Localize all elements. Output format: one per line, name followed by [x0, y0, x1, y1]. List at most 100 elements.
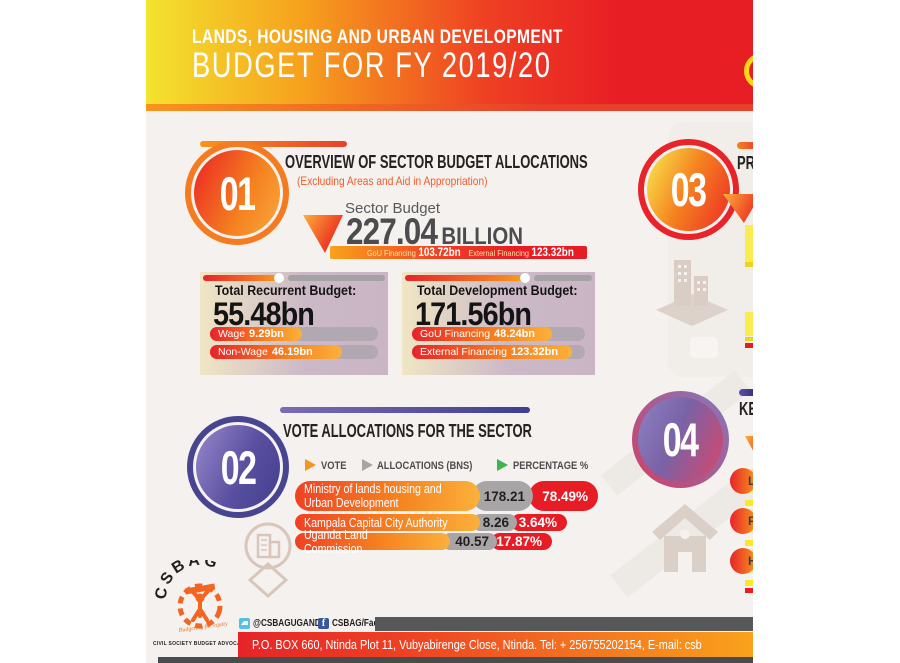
- section2-title: VOTE ALLOCATIONS FOR THE SECTOR: [283, 421, 532, 441]
- dev-external-label: External Financing: [420, 346, 507, 358]
- header-accent-strip: [146, 104, 753, 111]
- dev-gou-fill: GoU Financing 48.24bn: [412, 327, 552, 341]
- poster-title: LANDS, HOUSING AND URBAN DEVELOPMENT: [192, 27, 563, 48]
- section4-badge: 04: [632, 391, 729, 488]
- box-progress-red: [405, 275, 527, 281]
- vote-row-name: Ministry of lands housing and Urban Deve…: [295, 481, 480, 511]
- poster-subtitle: BUDGET FOR FY 2019/20: [192, 46, 552, 85]
- vote-row-name: Kampala Capital City Authority: [295, 514, 480, 531]
- location-pin-building-icon: [244, 522, 292, 599]
- cut-list-text: L: [748, 474, 753, 488]
- logo-wordmark: CSBAG: [152, 560, 219, 601]
- development-title: Total Development Budget:: [417, 283, 578, 298]
- sector-budget-unit: BILLION: [441, 223, 523, 250]
- box-progress-gray: [288, 275, 385, 281]
- vote-row-allocation: 8.26: [472, 514, 517, 531]
- dev-gou-track: GoU Financing 48.24bn: [412, 327, 585, 341]
- recurrent-budget-box: Total Recurrent Budget: 55.48bn Wage 9.2…: [200, 272, 388, 375]
- nonwage-value: 46.19bn: [271, 346, 313, 358]
- recurrent-title: Total Recurrent Budget:: [215, 283, 357, 298]
- header-banner: [146, 0, 753, 104]
- section1-title: OVERVIEW OF SECTOR BUDGET ALLOCATIONS: [285, 152, 588, 172]
- wage-fill: Wage 9.29bn: [210, 327, 302, 341]
- wage-value: 9.29bn: [249, 328, 284, 340]
- development-amount: 171.56bn: [415, 296, 532, 332]
- vote-row-percentage: 78.49%: [529, 481, 598, 511]
- nonwage-track: Non-Wage 46.19bn: [210, 345, 378, 359]
- external-financing-value: 123.32bn: [531, 246, 574, 259]
- section1-number: 01: [219, 166, 256, 220]
- allocations-arrow-icon: [362, 459, 373, 471]
- vote-row-allocation: 178.21: [472, 481, 533, 511]
- sector-budget-label: Sector Budget: [345, 200, 441, 217]
- footer-bottom-strip: [158, 657, 753, 663]
- box-progress-red: [203, 275, 281, 281]
- gou-financing-value: 103.72bn: [418, 246, 461, 259]
- house-icon: [652, 504, 718, 572]
- section4-bar: [739, 389, 753, 396]
- nonwage-label: Non-Wage: [218, 346, 268, 358]
- cut-list-bullet: [730, 508, 753, 534]
- cut-list-bullet: [730, 548, 753, 574]
- cut-yellow-box: [745, 312, 753, 336]
- twitter-handle: @CSBAGUGANDA: [253, 618, 327, 629]
- wage-label: Wage: [218, 328, 246, 340]
- section4-title-fragment: KE: [739, 399, 753, 419]
- cut-list-text: H: [748, 554, 753, 568]
- cut-yellow-strip: [745, 500, 753, 506]
- twitter-icon: [239, 618, 250, 629]
- nonwage-fill: Non-Wage 46.19bn: [210, 345, 342, 359]
- legend-percentage: PERCENTAGE %: [513, 460, 589, 472]
- external-financing-label: External Financing: [468, 247, 529, 258]
- box-progress-dot: [274, 273, 284, 283]
- dev-external-value: 123.32bn: [510, 346, 559, 358]
- down-triangle-icon: [745, 436, 753, 458]
- wage-track: Wage 9.29bn: [210, 327, 378, 341]
- section4-number: 04: [663, 413, 699, 466]
- vote-row-percentage: 17.87%: [491, 533, 552, 550]
- legend-allocations: ALLOCATIONS (BNS): [377, 460, 473, 472]
- legend-vote: VOTE: [321, 460, 347, 472]
- vote-row-percentage: 3.64%: [511, 514, 567, 531]
- financing-bar: GoU Financing 103.72bn External Financin…: [330, 246, 587, 259]
- box-progress-dot: [520, 273, 530, 283]
- box-progress-gray: [534, 275, 592, 281]
- cut-red-strip: [745, 588, 753, 593]
- sector-budget-amount: 227.04 BILLION: [346, 211, 523, 253]
- section3-badge: 03: [638, 139, 739, 240]
- development-budget-box: Total Development Budget: 171.56bn GoU F…: [402, 272, 595, 375]
- footer-address-bar: P.O. BOX 660, Ntinda Plot 11, Vubyabiren…: [238, 632, 753, 657]
- recurrent-amount: 55.48bn: [213, 296, 315, 332]
- dev-gou-label: GoU Financing: [420, 328, 491, 340]
- vote-arrow-icon: [305, 459, 316, 471]
- cut-list-bullet: [730, 468, 753, 494]
- budget-poster: LANDS, HOUSING AND URBAN DEVELOPMENT BUD…: [146, 0, 753, 663]
- cut-yellow-strip: [745, 580, 753, 586]
- cut-yellow-strip: [745, 337, 753, 341]
- percentage-arrow-icon: [497, 459, 508, 471]
- footer-address: P.O. BOX 660, Ntinda Plot 11, Vubyabiren…: [252, 637, 702, 652]
- section1-subtitle: (Excluding Areas and Aid in Appropriatio…: [297, 174, 488, 188]
- buildings-map-icon: [656, 260, 728, 326]
- vote-row-allocation: 40.57: [442, 533, 497, 550]
- cut-yellow-box: [745, 225, 753, 262]
- logo-org-name: CIVIL SOCIETY BUDGET ADVOCACY GROUP: [153, 641, 270, 647]
- section3-title-fragment: PR: [737, 153, 753, 173]
- section2-number: 02: [220, 440, 257, 494]
- section1-bar: [200, 141, 347, 147]
- section3-bar: [737, 142, 753, 149]
- watermark-tile: [690, 337, 718, 358]
- section3-number: 03: [671, 163, 707, 216]
- facebook-icon: [318, 618, 329, 629]
- gou-financing-label: GoU Financing: [367, 247, 416, 258]
- footer-dark-bar: [375, 617, 753, 631]
- section2-bar: [280, 407, 530, 413]
- svg-text:CSBAG: CSBAG: [152, 560, 222, 601]
- dev-gou-value: 48.24bn: [494, 328, 536, 340]
- section2-badge: 02: [187, 416, 289, 518]
- sector-budget-value: 227.04: [346, 211, 438, 252]
- cut-yellow-strip: [745, 262, 753, 267]
- cut-red-strip: [745, 343, 753, 348]
- dev-external-track: External Financing 123.32bn: [412, 345, 585, 359]
